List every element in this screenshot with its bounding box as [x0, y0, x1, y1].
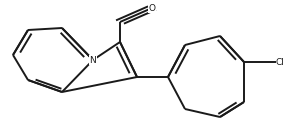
- Text: N: N: [90, 56, 96, 64]
- Text: Cl: Cl: [276, 57, 285, 67]
- Text: O: O: [149, 4, 156, 12]
